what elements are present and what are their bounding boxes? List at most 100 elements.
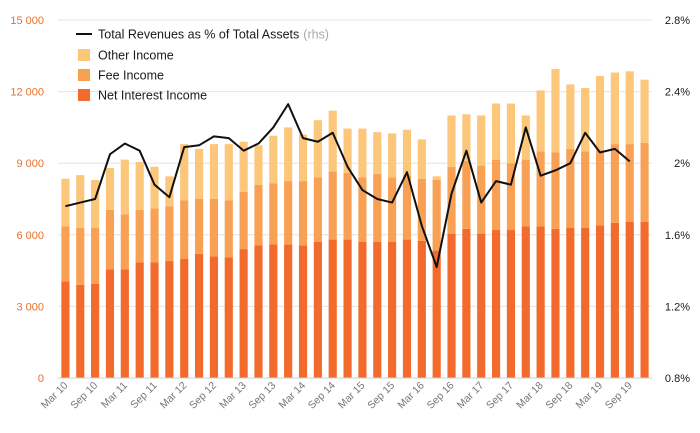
bar-fee-income: [328, 171, 337, 240]
bar-other-income: [135, 162, 144, 210]
bar-fee-income: [120, 214, 129, 270]
bar-other-income: [180, 144, 189, 201]
y-tick-label-right: 2%: [674, 158, 690, 170]
bar-other-income: [328, 110, 337, 172]
bar-fee-income: [625, 144, 634, 222]
y-tick-label-left: 15 000: [10, 15, 44, 27]
bar-net-interest-income: [432, 250, 441, 378]
bar-net-interest-income: [209, 256, 219, 378]
bar-other-income: [581, 88, 590, 152]
bar-net-interest-income: [640, 221, 649, 378]
bar-fee-income: [239, 191, 248, 250]
bar-net-interest-income: [105, 269, 115, 378]
y-tick-label-left: 0: [38, 373, 44, 385]
bar-net-interest-income: [76, 284, 85, 378]
y-tick-label-left: 12 000: [10, 87, 44, 99]
bar-net-interest-income: [180, 258, 189, 378]
bar-other-income: [640, 79, 649, 143]
bar-net-interest-income: [343, 239, 352, 378]
bar-other-income: [521, 115, 530, 160]
bar-net-interest-income: [373, 241, 382, 378]
bar-fee-income: [91, 227, 100, 284]
bar-net-interest-income: [298, 245, 308, 378]
legend-swatch-net-interest-income: [78, 89, 90, 101]
bar-net-interest-income: [165, 261, 174, 378]
bar-other-income: [358, 128, 367, 178]
bar-net-interest-income: [462, 228, 471, 378]
bar-other-income: [610, 72, 619, 145]
bar-other-income: [491, 103, 501, 160]
bar-fee-income: [432, 179, 441, 251]
bar-fee-income: [373, 173, 382, 242]
legend-label-other-income: Other Income: [98, 49, 174, 63]
bar-fee-income: [224, 200, 233, 258]
bar-net-interest-income: [224, 257, 233, 378]
bar-fee-income: [462, 160, 471, 229]
bar-fee-income: [358, 177, 367, 242]
bar-other-income: [61, 178, 70, 227]
bar-fee-income: [135, 209, 144, 263]
y-tick-label-right: 2.8%: [665, 15, 690, 27]
bar-fee-income: [566, 148, 575, 228]
bar-fee-income: [180, 200, 189, 259]
bar-fee-income: [298, 181, 308, 246]
y-tick-label-right: 1.2%: [665, 301, 690, 313]
bar-net-interest-income: [536, 226, 545, 378]
y-tick-label-left: 3 000: [16, 301, 44, 313]
y-tick-label-left: 6 000: [16, 230, 44, 242]
bar-net-interest-income: [477, 233, 486, 378]
bar-net-interest-income: [595, 225, 605, 378]
bar-fee-income: [447, 166, 456, 234]
bar-other-income: [388, 133, 397, 178]
bar-fee-income: [269, 183, 278, 245]
bar-fee-income: [417, 178, 426, 241]
bar-other-income: [566, 84, 575, 149]
bar-net-interest-income: [239, 249, 248, 378]
bar-net-interest-income: [506, 230, 516, 378]
bar-fee-income: [150, 208, 159, 263]
bar-other-income: [91, 179, 100, 228]
bar-net-interest-income: [284, 244, 293, 378]
bar-fee-income: [343, 172, 352, 240]
bar-other-income: [254, 145, 263, 185]
bar-net-interest-income: [61, 281, 70, 378]
bar-other-income: [477, 115, 486, 166]
bar-other-income: [165, 176, 174, 207]
bar-fee-income: [209, 199, 219, 257]
bar-fee-income: [595, 150, 605, 226]
bar-other-income: [150, 166, 159, 209]
bar-other-income: [298, 134, 308, 182]
bar-other-income: [120, 159, 129, 215]
bar-fee-income: [506, 163, 516, 231]
bar-fee-income: [61, 226, 70, 282]
bar-net-interest-income: [610, 222, 619, 378]
bar-fee-income: [640, 142, 649, 222]
legend: Total Revenues as % of Total Assets (rhs)…: [76, 28, 329, 103]
bar-net-interest-income: [521, 226, 530, 378]
bar-net-interest-income: [388, 241, 397, 378]
bar-other-income: [536, 90, 545, 152]
bar-net-interest-income: [402, 239, 412, 378]
bar-net-interest-income: [120, 269, 129, 378]
bar-other-income: [551, 68, 560, 153]
bar-fee-income: [491, 159, 501, 231]
bar-fee-income: [254, 184, 263, 246]
bar-net-interest-income: [447, 233, 456, 378]
bar-net-interest-income: [135, 262, 144, 378]
revenue-pct-line: [65, 103, 631, 269]
bar-other-income: [417, 139, 426, 179]
y-tick-label-right: 2.4%: [665, 87, 690, 99]
bar-fee-income: [521, 159, 530, 227]
bar-other-income: [76, 175, 85, 228]
bar-other-income: [313, 120, 322, 178]
bar-other-income: [432, 176, 441, 180]
bar-fee-income: [165, 206, 174, 262]
bar-other-income: [343, 128, 352, 173]
legend-label-line-name: Total Revenues as % of Total Assets: [98, 28, 299, 42]
bar-net-interest-income: [254, 245, 263, 378]
legend-label-net-interest-income: Net Interest Income: [98, 89, 207, 103]
bar-fee-income: [581, 151, 590, 228]
y-tick-label-left: 9 000: [16, 158, 44, 170]
